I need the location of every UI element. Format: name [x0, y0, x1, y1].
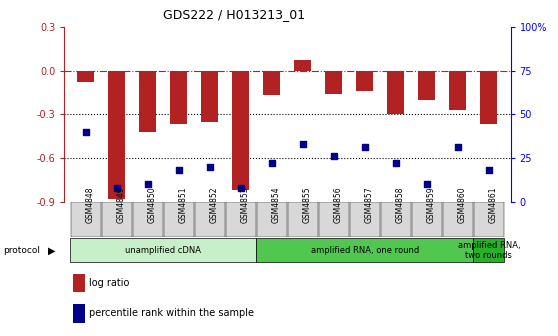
Text: amplified RNA, one round: amplified RNA, one round — [311, 246, 419, 255]
Point — [484, 167, 493, 173]
FancyBboxPatch shape — [288, 202, 318, 237]
Point — [267, 161, 276, 166]
Text: GSM4855: GSM4855 — [303, 186, 312, 223]
Text: GSM4860: GSM4860 — [458, 186, 467, 223]
Text: unamplified cDNA: unamplified cDNA — [126, 246, 201, 255]
Point — [237, 185, 246, 190]
Text: GSM4859: GSM4859 — [427, 186, 436, 223]
Text: GSM4861: GSM4861 — [489, 186, 498, 223]
FancyBboxPatch shape — [164, 202, 194, 237]
Text: protocol: protocol — [3, 246, 40, 255]
Bar — [325, 71, 343, 94]
Point — [81, 129, 90, 134]
Text: percentile rank within the sample: percentile rank within the sample — [89, 308, 254, 319]
Point — [112, 185, 121, 190]
Text: GSM4853: GSM4853 — [241, 186, 250, 223]
Point — [422, 181, 431, 187]
Text: amplified RNA,
two rounds: amplified RNA, two rounds — [458, 241, 520, 260]
Bar — [387, 71, 405, 114]
Bar — [140, 71, 156, 132]
Bar — [357, 71, 373, 91]
Bar — [232, 71, 249, 190]
Text: GSM4852: GSM4852 — [210, 186, 219, 223]
Text: GSM4857: GSM4857 — [365, 186, 374, 223]
FancyBboxPatch shape — [133, 202, 163, 237]
FancyBboxPatch shape — [195, 202, 225, 237]
Text: GSM4849: GSM4849 — [117, 186, 126, 223]
Text: GSM4858: GSM4858 — [396, 186, 405, 223]
Point — [329, 154, 338, 159]
FancyBboxPatch shape — [443, 202, 473, 237]
Point — [143, 181, 152, 187]
Bar — [295, 60, 311, 71]
Bar — [78, 71, 94, 82]
FancyBboxPatch shape — [256, 238, 473, 262]
Bar — [449, 71, 466, 110]
FancyBboxPatch shape — [412, 202, 442, 237]
Point — [175, 167, 184, 173]
FancyBboxPatch shape — [71, 202, 101, 237]
FancyBboxPatch shape — [70, 238, 256, 262]
Text: GSM4848: GSM4848 — [86, 186, 95, 223]
Bar — [170, 71, 187, 124]
Text: GSM4856: GSM4856 — [334, 186, 343, 223]
Text: log ratio: log ratio — [89, 278, 129, 288]
Point — [299, 141, 307, 146]
Bar — [108, 71, 126, 199]
Text: GSM4850: GSM4850 — [148, 186, 157, 223]
Text: GDS222 / H013213_01: GDS222 / H013213_01 — [163, 8, 305, 22]
FancyBboxPatch shape — [257, 202, 287, 237]
Bar — [201, 71, 218, 122]
Bar — [480, 71, 497, 124]
FancyBboxPatch shape — [381, 202, 411, 237]
Point — [360, 145, 369, 150]
FancyBboxPatch shape — [102, 202, 132, 237]
FancyBboxPatch shape — [473, 238, 504, 262]
Text: GSM4854: GSM4854 — [272, 186, 281, 223]
Point — [454, 145, 463, 150]
Point — [391, 161, 400, 166]
FancyBboxPatch shape — [319, 202, 349, 237]
Text: GSM4851: GSM4851 — [179, 186, 188, 223]
Point — [205, 164, 214, 169]
Text: ▶: ▶ — [49, 245, 56, 255]
Bar — [263, 71, 280, 95]
FancyBboxPatch shape — [350, 202, 380, 237]
Bar — [418, 71, 435, 100]
FancyBboxPatch shape — [474, 202, 504, 237]
FancyBboxPatch shape — [226, 202, 256, 237]
